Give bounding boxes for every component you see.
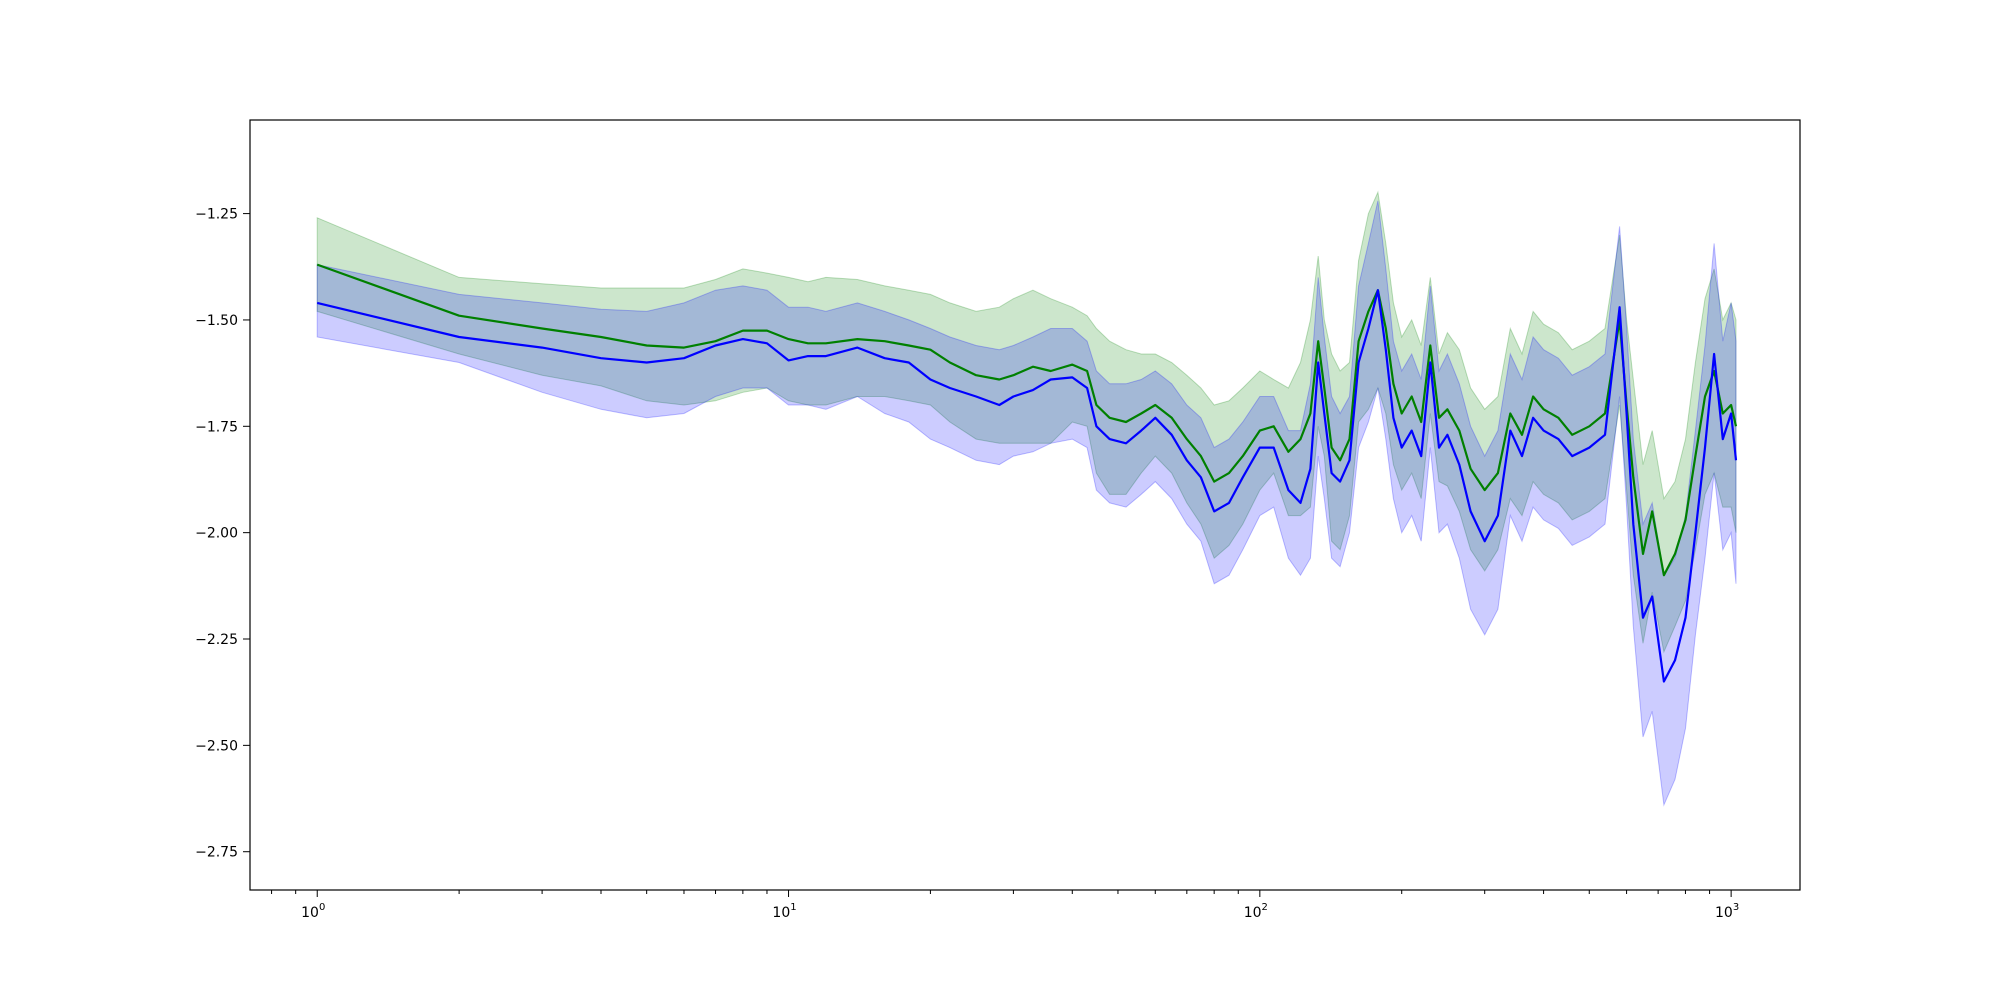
series-1-band	[316, 200, 1737, 807]
y-tick-label: −2.00	[195, 526, 238, 542]
y-tick-label: −1.25	[195, 207, 238, 223]
series-1-line	[316, 289, 1738, 683]
x-tick-label: 101	[772, 902, 796, 921]
y-tick-label: −2.25	[195, 632, 238, 648]
y-axis: −1.25 −1.50 −1.75 −2.00 −2.25 −2.50 −2.75	[195, 207, 250, 861]
y-tick-label: −2.75	[195, 845, 238, 861]
x-tick-label: 100	[301, 902, 325, 921]
y-tick-label: −2.50	[195, 738, 238, 754]
series-lines	[316, 263, 1738, 683]
plot-area-frame	[249, 119, 1801, 891]
x-axis: 100 101 102 103	[271, 890, 1739, 921]
x-tick-label: 103	[1715, 902, 1739, 921]
x-tick-label: 102	[1244, 902, 1268, 921]
y-tick-label: −1.75	[195, 419, 238, 435]
y-tick-label: −1.50	[195, 313, 238, 329]
